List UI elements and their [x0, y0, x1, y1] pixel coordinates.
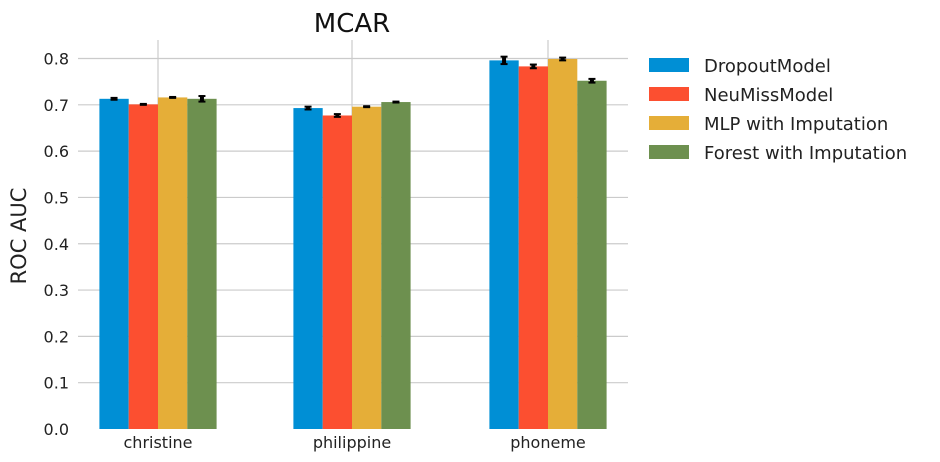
bar	[489, 60, 519, 429]
y-tick-label: 0.5	[44, 188, 69, 207]
legend-swatch	[649, 58, 689, 72]
legend-swatch	[649, 145, 689, 159]
bar	[293, 108, 323, 429]
y-tick-label: 0.3	[44, 281, 69, 300]
chart-title: MCAR	[314, 9, 390, 39]
x-tick-label: phoneme	[510, 433, 586, 452]
legend-swatch	[649, 87, 689, 101]
y-tick-label: 0.8	[44, 50, 69, 69]
y-tick-label: 0.2	[44, 327, 69, 346]
bar	[352, 106, 382, 429]
x-tick-labels: christine philippine phoneme	[124, 433, 586, 452]
error-bars-layer	[110, 55, 596, 118]
bar	[187, 98, 217, 429]
bar	[381, 102, 411, 430]
bar	[322, 115, 352, 429]
legend: DropoutModel NeuMissModel MLP with Imputat…	[649, 56, 907, 164]
legend-label: MLP with Imputation	[704, 114, 888, 135]
y-tick-label: 0.6	[44, 142, 69, 161]
bar	[548, 58, 578, 429]
x-tick-label: christine	[124, 433, 193, 452]
y-tick-label: 0.4	[44, 235, 69, 254]
bars-layer	[99, 58, 607, 430]
y-axis-label: ROC AUC	[7, 188, 31, 285]
bar	[128, 104, 158, 429]
legend-label: DropoutModel	[704, 56, 831, 77]
y-tick-labels: 0.0 0.1 0.2 0.3 0.4 0.5 0.6 0.7 0.8	[44, 50, 69, 439]
y-tick-label: 0.1	[44, 374, 69, 393]
x-tick-label: philippine	[313, 433, 391, 452]
bar	[577, 80, 607, 429]
legend-label: Forest with Imputation	[704, 143, 907, 164]
y-tick-label: 0.0	[44, 420, 69, 439]
legend-label: NeuMissModel	[704, 85, 833, 106]
bar	[158, 97, 188, 429]
legend-swatch	[649, 116, 689, 130]
bar	[518, 66, 548, 430]
y-tick-label: 0.7	[44, 96, 69, 115]
bar	[99, 98, 129, 429]
